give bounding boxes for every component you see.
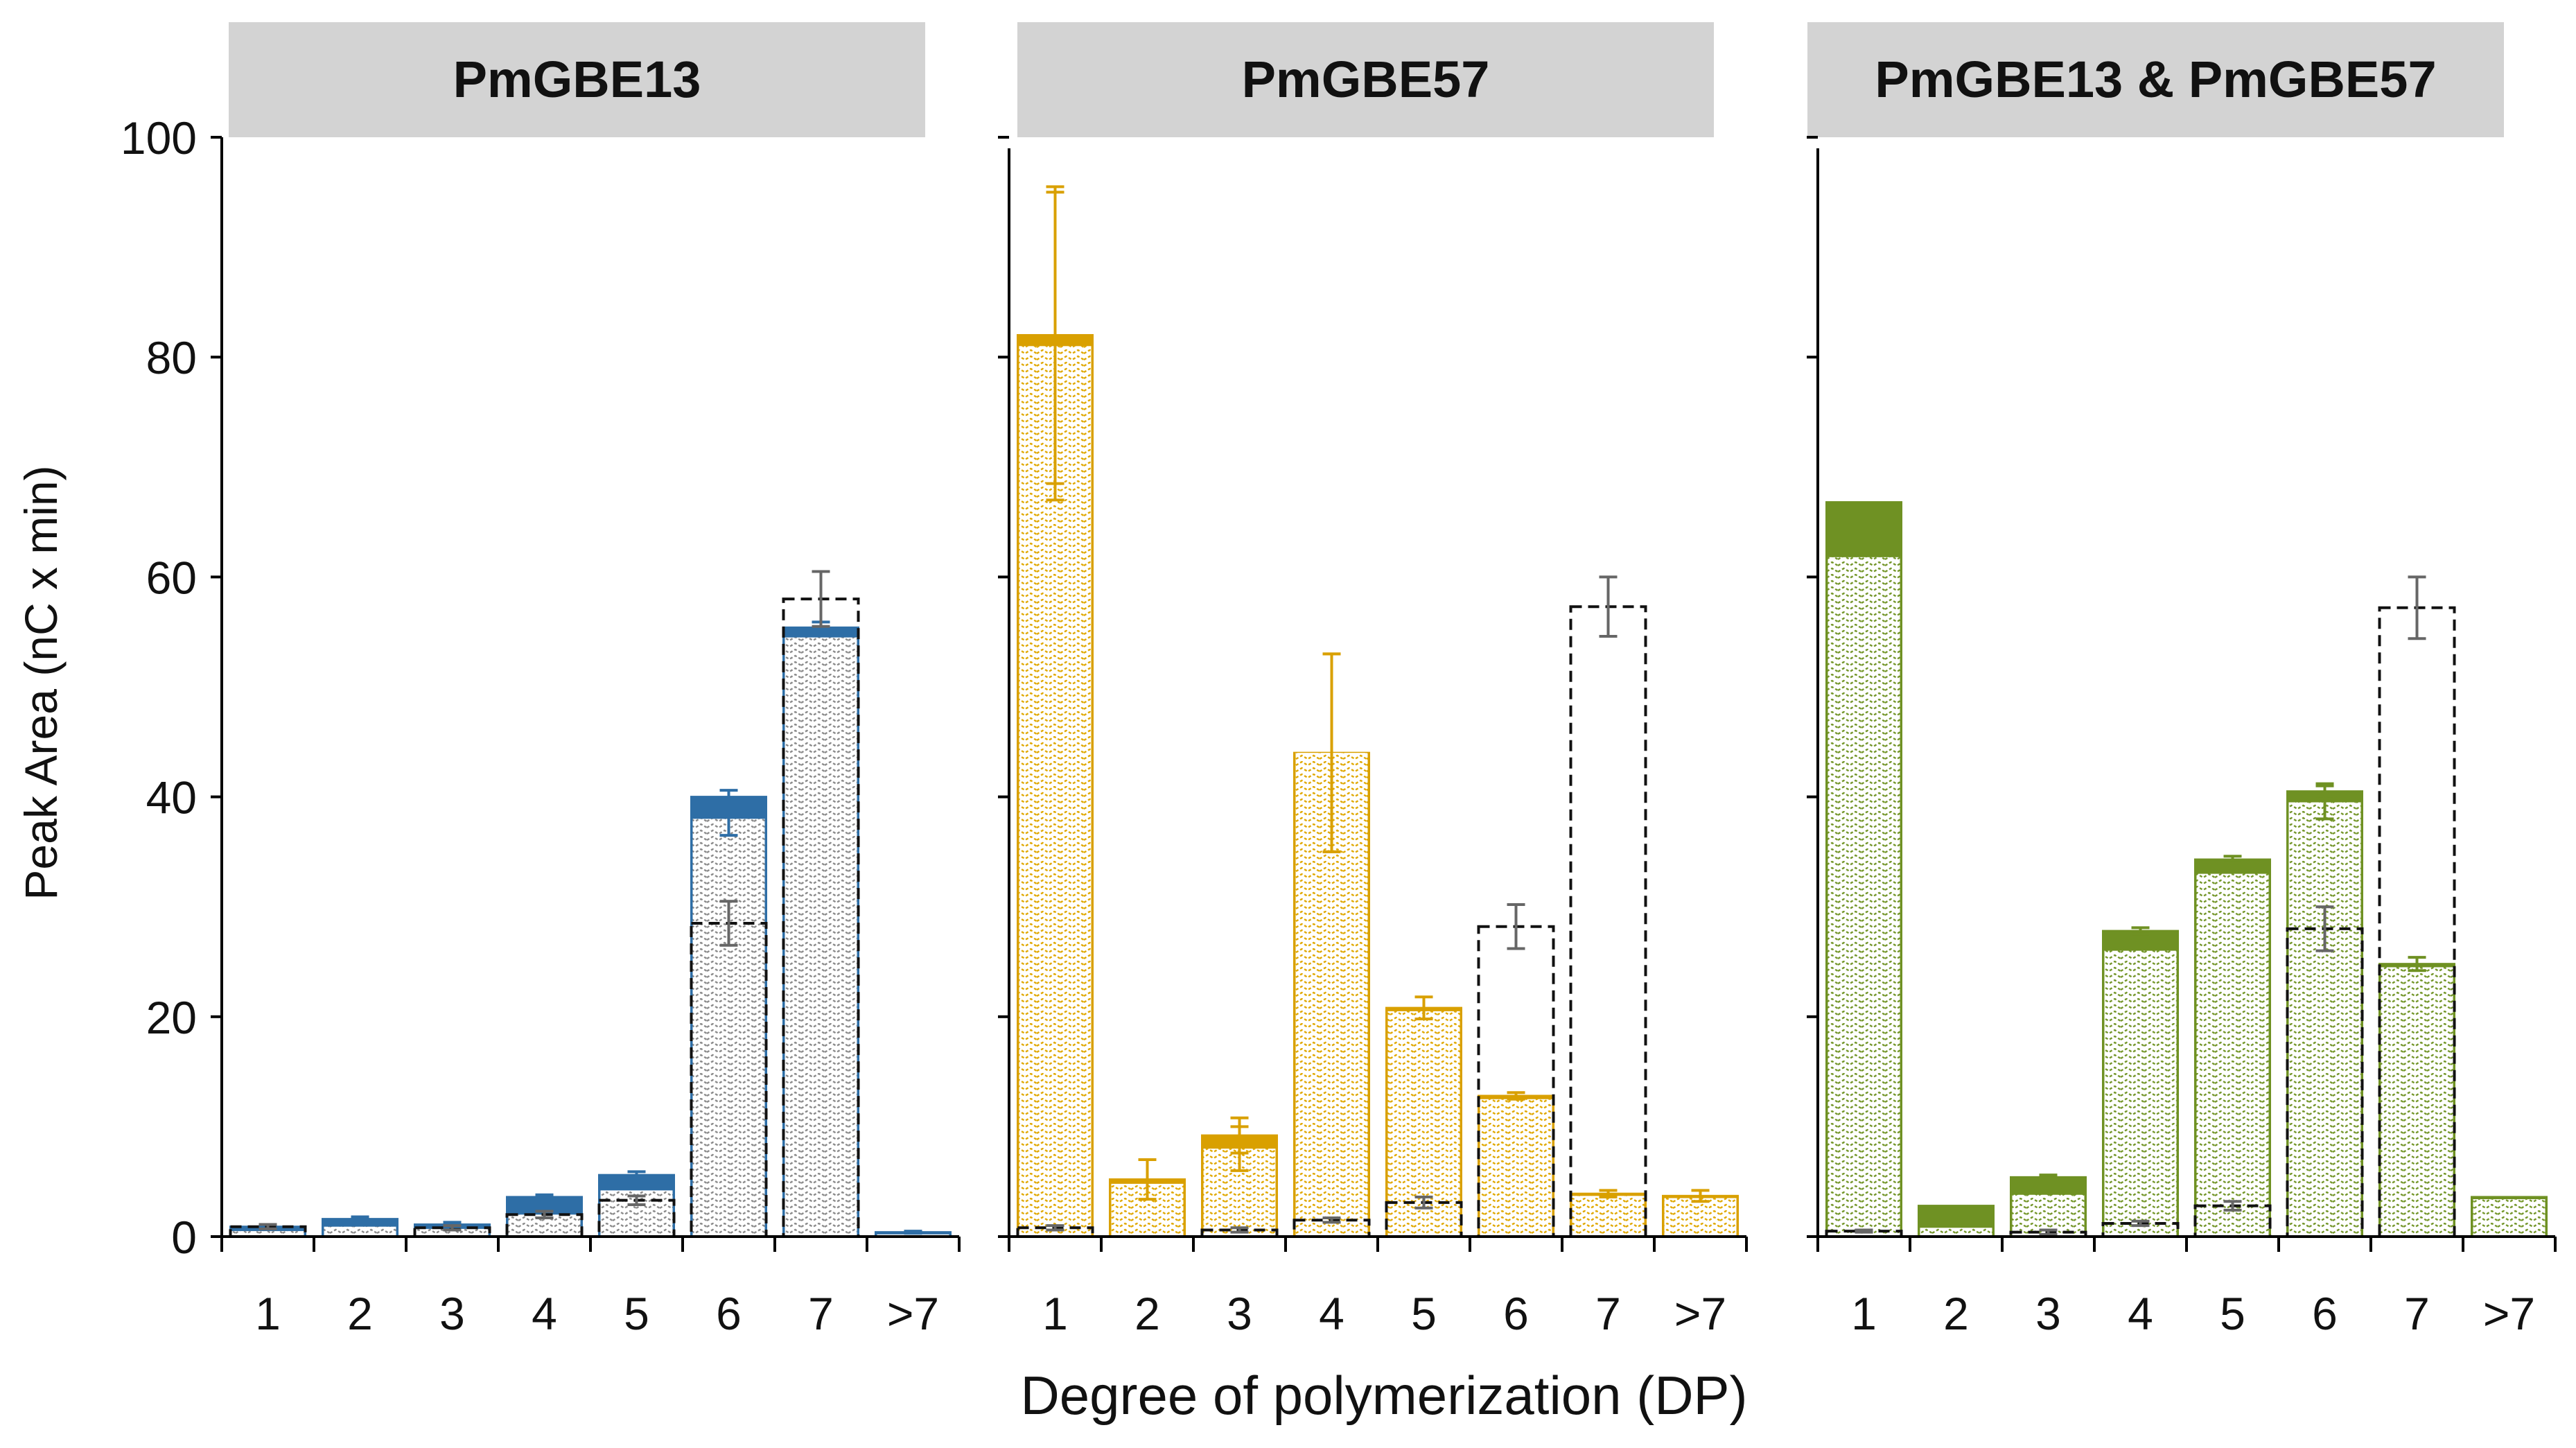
bar-group-1-1 (229, 1223, 307, 1238)
bar-group-2-1 (1016, 185, 1094, 1239)
bar-group-3-6 (2286, 782, 2364, 1239)
bar-group-2-5 (1385, 995, 1463, 1238)
bar-group-2-7 (1569, 575, 1647, 1238)
x-tick-label: 1 (1851, 1288, 1877, 1339)
x-tick-label: >7 (1674, 1288, 1726, 1339)
x-tick-label: >7 (887, 1288, 939, 1339)
x-tick-label: 2 (1134, 1288, 1160, 1339)
x-tick-label: 6 (2312, 1288, 2338, 1339)
bar-hatched (1572, 1196, 1645, 1237)
bar-hatched (1920, 1228, 1992, 1237)
bar-group-2-6 (1477, 903, 1555, 1239)
panel-3: PmGBE13 & PmGBE57 1 2 3 4 5 6 7 >7 (1807, 22, 2557, 1339)
x-tick-label: 3 (1227, 1288, 1252, 1339)
y-tick-label: 0 (171, 1212, 197, 1263)
bar-group-2->7 (1662, 1189, 1739, 1238)
bar-group-1-7 (782, 570, 860, 1238)
panel-1-header (229, 22, 925, 137)
y-tick-label: 60 (146, 552, 197, 603)
x-tick-label: 4 (1319, 1288, 1344, 1339)
x-tick-label: 7 (1595, 1288, 1621, 1339)
bar-group-2-4 (1293, 652, 1371, 1238)
panel-3-title: PmGBE13 & PmGBE57 (1875, 51, 2436, 108)
x-tick-label: 6 (716, 1288, 742, 1339)
x-axis-label: Degree of polymerization (DP) (1020, 1365, 1747, 1426)
x-tick-label: 2 (347, 1288, 373, 1339)
bar-hatched (2473, 1199, 2546, 1237)
panel-1: PmGBE13 0 20 40 60 80 100 1 2 3 4 5 6 7 >7 (121, 22, 961, 1339)
x-tick-label: 3 (2035, 1288, 2061, 1339)
bar-reference (1569, 605, 1647, 1238)
panel-3-header (1807, 22, 2504, 137)
x-tick-label: 1 (1042, 1288, 1068, 1339)
bar-hatched (2381, 967, 2453, 1237)
y-tick-label: 20 (146, 992, 197, 1043)
bar-hatched (692, 819, 765, 1237)
y-tick-label: 40 (146, 772, 197, 823)
x-tick-label: 5 (2220, 1288, 2245, 1339)
panel-1-title: PmGBE13 (453, 51, 701, 108)
x-tick-label: 6 (1503, 1288, 1529, 1339)
bar-hatched (785, 637, 857, 1237)
x-tick-label: 2 (1943, 1288, 1969, 1339)
bar-group-3-5 (2193, 855, 2272, 1239)
y-tick-label: 100 (121, 112, 197, 164)
bar-hatched (324, 1226, 396, 1237)
bar-group-3-2 (1918, 1205, 1995, 1238)
bar-group-1-3 (413, 1221, 491, 1239)
bar-hatched (1664, 1198, 1737, 1237)
x-tick-label: 1 (255, 1288, 281, 1339)
bar-group-2-3 (1200, 1116, 1279, 1239)
bar-group-3-4 (2101, 926, 2180, 1239)
bar-hatched (2104, 950, 2177, 1237)
x-tick-label: 5 (624, 1288, 649, 1339)
x-tick-label: 3 (439, 1288, 465, 1339)
x-tick-label: 7 (808, 1288, 834, 1339)
bar-group-3-3 (2009, 1174, 2087, 1239)
bar-hatched (1828, 557, 1900, 1237)
bar-hatched (1480, 1099, 1552, 1237)
bar-hatched (231, 1231, 304, 1237)
plot-area: PmGBE13 0 20 40 60 80 100 1 2 3 4 5 6 7 >7 PmGBE57 1 2 3 4 5… (121, 22, 2557, 1339)
x-tick-label: 4 (532, 1288, 557, 1339)
bar-group-3-1 (1825, 501, 1903, 1238)
bar-group-1-5 (597, 1170, 676, 1238)
x-tick-label: 4 (2128, 1288, 2153, 1339)
bar-group-3->7 (2471, 1196, 2548, 1238)
bar-group-2-2 (1109, 1158, 1186, 1238)
bar-hatched (416, 1228, 489, 1237)
bar-group-1-4 (505, 1193, 584, 1239)
y-axis-label: Peak Area (nC x min) (15, 465, 67, 900)
x-tick-label: >7 (2483, 1288, 2535, 1339)
panel-2-header (1017, 22, 1714, 137)
bar-group-3-7 (2378, 575, 2456, 1238)
x-tick-label: 5 (1411, 1288, 1437, 1339)
bar-group-1-2 (322, 1215, 398, 1238)
x-tick-label: 7 (2404, 1288, 2430, 1339)
y-tick-label: 80 (146, 332, 197, 383)
bar-hatched (2288, 802, 2361, 1237)
bar-group-1-6 (690, 789, 768, 1238)
bar-hatched (2196, 873, 2269, 1237)
panel-2-title: PmGBE57 (1242, 51, 1490, 108)
panel-2: PmGBE57 1 2 3 4 5 6 7 >7 (998, 22, 1748, 1339)
